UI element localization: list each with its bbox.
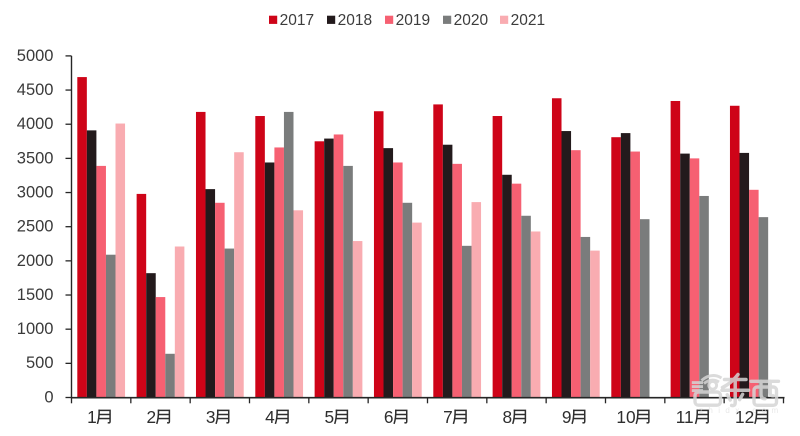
svg-text:2019: 2019 xyxy=(396,12,430,29)
svg-text:5: 5 xyxy=(325,407,335,427)
svg-text:6: 6 xyxy=(384,407,394,427)
svg-text:11: 11 xyxy=(676,407,694,427)
svg-text:8: 8 xyxy=(503,407,513,427)
svg-text:7: 7 xyxy=(443,407,453,427)
svg-text:3500: 3500 xyxy=(17,149,54,167)
svg-text:3: 3 xyxy=(206,407,216,427)
svg-text:10: 10 xyxy=(616,407,635,427)
svg-text:2000: 2000 xyxy=(17,252,54,270)
svg-text:2: 2 xyxy=(147,407,157,427)
svg-text:9: 9 xyxy=(562,407,572,427)
svg-text:2500: 2500 xyxy=(17,218,54,236)
svg-text:5000: 5000 xyxy=(17,47,54,65)
svg-text:2018: 2018 xyxy=(338,12,372,29)
svg-text:zhidx.com: zhidx.com xyxy=(699,406,784,415)
svg-text:2017: 2017 xyxy=(280,12,314,29)
svg-text:500: 500 xyxy=(26,354,54,372)
svg-text:3000: 3000 xyxy=(17,183,54,201)
svg-text:0: 0 xyxy=(44,388,53,406)
svg-text:1: 1 xyxy=(87,407,97,427)
svg-text:4000: 4000 xyxy=(17,115,54,133)
svg-text:1500: 1500 xyxy=(17,286,54,304)
svg-text:12: 12 xyxy=(735,407,754,427)
svg-text:1000: 1000 xyxy=(17,320,54,338)
svg-text:2021: 2021 xyxy=(511,12,545,29)
svg-text:4500: 4500 xyxy=(17,81,54,99)
svg-text:2020: 2020 xyxy=(454,12,489,29)
svg-text:4: 4 xyxy=(265,407,275,427)
